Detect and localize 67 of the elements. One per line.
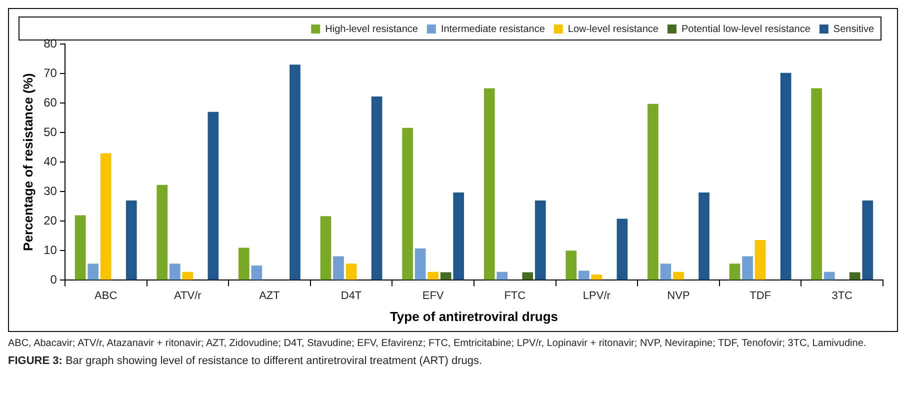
legend-label: High-level resistance	[325, 24, 418, 35]
bar	[660, 264, 672, 280]
bar	[453, 192, 464, 280]
bar	[208, 112, 219, 280]
bar	[402, 128, 413, 280]
bar	[333, 256, 344, 280]
bar	[74, 215, 86, 280]
caption: FIGURE 3: Bar graph showing level of resistance to different antiretroviral treatment (ART) drugs.	[8, 355, 482, 367]
x-tick-label: NVP	[667, 290, 690, 302]
bar	[648, 104, 658, 280]
bar	[484, 88, 495, 280]
x-tick-label: EFV	[422, 290, 444, 302]
bar	[496, 272, 508, 280]
x-axis-title: Type of antiretroviral drugs	[390, 308, 558, 324]
x-tick-label: ATV/r	[174, 290, 202, 302]
x-tick-label: D4T	[340, 290, 362, 302]
bar	[862, 200, 874, 280]
bar	[100, 153, 112, 280]
bar	[346, 264, 357, 280]
bar	[780, 72, 792, 280]
bar	[156, 184, 168, 280]
y-axis-title: Percentage of resistance (%)	[20, 73, 36, 251]
bar	[440, 272, 452, 280]
bar	[729, 264, 740, 280]
bar	[290, 64, 300, 280]
bar	[88, 264, 99, 280]
bar	[238, 248, 250, 280]
bar	[673, 272, 684, 280]
x-tick-label: TDF	[750, 290, 772, 302]
legend-label: Sensitive	[833, 24, 874, 35]
bar	[126, 200, 137, 280]
y-tick-label: 30	[44, 184, 58, 198]
bar	[522, 272, 534, 280]
bar	[414, 248, 426, 280]
x-tick-label: 3TC	[832, 290, 853, 302]
bar	[371, 96, 382, 280]
bar	[616, 218, 628, 280]
bar	[811, 88, 822, 280]
y-tick-label: 60	[44, 95, 58, 110]
y-tick-label: 70	[44, 66, 58, 80]
x-tick-label: ABC	[94, 290, 118, 302]
y-tick-label: 50	[44, 124, 58, 139]
bar	[591, 274, 602, 280]
bar	[742, 256, 753, 280]
bar	[698, 192, 710, 280]
bar	[169, 264, 180, 280]
y-tick-label: 40	[44, 154, 58, 168]
bar	[754, 240, 766, 280]
bar	[182, 272, 194, 280]
legend-label: Potential low-level resistance	[681, 24, 811, 35]
legend-label: Low-level resistance	[568, 24, 659, 35]
bar	[578, 270, 590, 280]
bar	[320, 216, 332, 280]
y-tick-label: 0	[50, 272, 58, 287]
bar	[534, 200, 546, 280]
bar	[824, 272, 835, 280]
x-tick-label: AZT	[259, 290, 280, 302]
legend-label: Intermediate resistance	[440, 24, 546, 35]
y-tick-label: 10	[44, 242, 58, 257]
x-tick-label: LPV/r	[582, 290, 611, 302]
bar	[428, 272, 438, 280]
x-tick-label: FTC	[504, 290, 526, 302]
bar	[849, 272, 860, 280]
bar	[251, 265, 262, 280]
text: ABC, Abacavir; ATV/r, Atazanavir + ritonavir; AZT, Zidovudine; D4T, Stavudine; EFV, Efavirenz; FTC, Emtricitabine; LPV/r, Lopinavir + ritonavir; NVP, Nevirapine; TDF, Tenofovir; 3TC, Lamivudine.	[8, 338, 866, 349]
bar	[566, 250, 577, 280]
y-tick-label: 20	[44, 213, 58, 228]
